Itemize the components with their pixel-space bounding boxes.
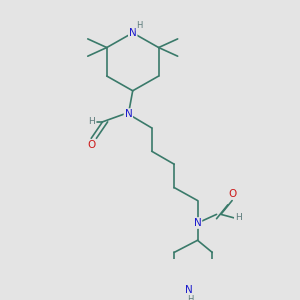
Text: H: H (235, 213, 242, 222)
Text: N: N (129, 28, 136, 38)
Text: H: H (136, 21, 143, 30)
Text: N: N (124, 109, 132, 119)
Text: O: O (228, 189, 236, 199)
Text: O: O (87, 140, 95, 150)
Text: N: N (185, 285, 193, 295)
Text: N: N (194, 218, 201, 228)
Text: H: H (188, 296, 194, 300)
Text: H: H (88, 117, 94, 126)
